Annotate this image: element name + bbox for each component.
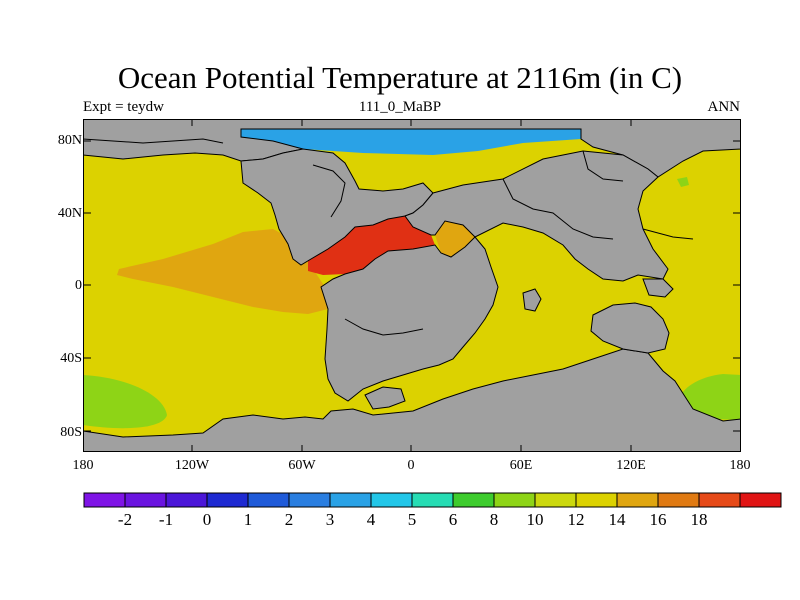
colorbar-swatch	[329, 492, 372, 508]
colorbar-swatch	[452, 492, 495, 508]
green-northwest-patch	[677, 177, 689, 187]
arctic-blue-water	[241, 129, 581, 155]
tethys-hot-water	[308, 216, 435, 275]
colorbar-swatch	[124, 492, 167, 508]
colorbar-swatch	[534, 492, 577, 508]
colorbar-swatch	[493, 492, 536, 508]
colorbar-swatch	[288, 492, 331, 508]
x-tick-label: 180	[72, 458, 94, 473]
x-tick-label: 120W	[174, 458, 210, 473]
map-title: Ocean Potential Temperature at 2116m (in…	[117, 60, 683, 95]
colorbar-swatch	[698, 492, 741, 508]
colorbar-label: 3	[325, 510, 335, 529]
colorbar-label: 18	[690, 510, 708, 529]
tethys-orange-water	[435, 221, 475, 257]
colorbar-swatch	[206, 492, 249, 508]
temperature-map	[83, 119, 741, 452]
colorbar-swatch	[575, 492, 618, 508]
colorbar-swatch	[411, 492, 454, 508]
colorbar-label: 1	[243, 510, 253, 529]
y-tick-label: 80S	[60, 425, 82, 440]
experiment-label: Expt = teydw	[83, 99, 164, 115]
x-tick-label: 0	[407, 458, 415, 473]
colorbar-swatch	[165, 492, 208, 508]
colorbar-swatch	[616, 492, 659, 508]
colorbar-label: 4	[366, 510, 376, 529]
colorbar-swatch	[370, 492, 413, 508]
green-southwest-pacific	[83, 375, 167, 429]
period-label: 111_0_MaBP	[358, 99, 442, 115]
colorbar-label: 14	[608, 510, 626, 529]
colorbar-label: 10	[526, 510, 544, 529]
x-tick-label: 60E	[509, 458, 533, 473]
y-tick-label: 40S	[60, 351, 82, 366]
season-label: ANN	[707, 99, 741, 115]
x-tick-label: 60W	[288, 458, 316, 473]
colorbar-label: -2	[117, 510, 133, 529]
colorbar-label: 16	[649, 510, 667, 529]
colorbar-swatch	[657, 492, 700, 508]
green-southeast-pacific	[677, 374, 741, 420]
y-tick-label: 0	[75, 278, 82, 293]
x-tick-label: 120E	[616, 458, 646, 473]
colorbar-label: 8	[489, 510, 499, 529]
x-tick-label: 180	[729, 458, 751, 473]
colorbar-swatch	[83, 492, 126, 508]
colorbar-label: 0	[202, 510, 212, 529]
colorbar-swatch	[739, 492, 782, 508]
map-ticks	[83, 119, 741, 452]
colorbar-label: 2	[284, 510, 294, 529]
colorbar-label: 6	[448, 510, 458, 529]
colorbar-label: 5	[407, 510, 417, 529]
y-tick-label: 40N	[57, 206, 82, 221]
colorbar-label: -1	[158, 510, 174, 529]
colorbar-swatch	[247, 492, 290, 508]
colorbar-label: 12	[567, 510, 585, 529]
coastline-details	[83, 138, 694, 336]
warm-pacific-tongue	[117, 229, 328, 314]
y-tick-label: 80N	[57, 133, 82, 148]
